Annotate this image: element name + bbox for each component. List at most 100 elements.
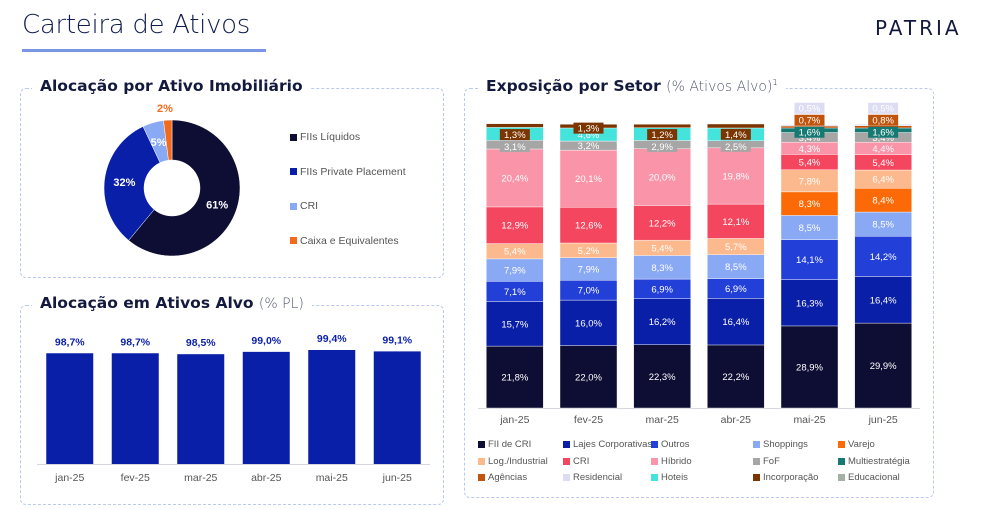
allocation-target-title-text: Alocação em Ativos Alvo [40,294,254,312]
x-tick-mar-25: mar-25 [184,472,217,484]
segment-label-outros-mai-25: 14,1% [796,255,823,266]
bar-label-jan-25: 98,7% [55,336,85,348]
segment-callout-residencial-mai-25 [794,102,825,114]
segment-lajes-corporativas-fev-25 [559,299,618,346]
legend-swatch [651,441,658,448]
segment-fii-de-cri-abr-25 [707,344,765,409]
segment-label-lajes-corporativas-mar-25: 16,2% [649,317,676,328]
segment-label-fof-mai-25: 3,4% [799,133,821,144]
legend-label: Educacional [848,472,900,483]
legend-swatch [478,474,485,481]
donut-legend-item-fiis-private-placement: FIIs Private Placement [290,166,406,178]
segment-label-fof-jun-25: 3,4% [872,133,894,144]
segment-label-incorporacao-mar-25: 1,2% [651,130,673,141]
x-tick-mar-25: mar-25 [646,414,679,426]
segment-label-outros-jan-25: 7,1% [504,287,526,298]
segment-cri-mar-25 [633,205,691,241]
segment-label-shoppings-mar-25: 8,3% [651,263,673,274]
donut-legend-item-fiis-liquidos: FIIs Líquidos [290,131,360,143]
segment-label-agencias-jun-25: 0,8% [872,116,894,127]
segment-label-lajes-corporativas-mai-25: 16,3% [796,298,823,309]
sector-legend-item-incorporacao: Incorporação [753,472,818,483]
donut-legend-item-cri: CRI [290,200,318,212]
allocation-by-asset-title-text: Alocação por Ativo Imobiliário [40,77,303,95]
segment-shoppings-mai-25 [780,215,839,240]
bar-abr-25 [242,351,290,464]
x-tick-abr-25: abr-25 [721,414,752,426]
legend-label: FIIs Líquidos [300,131,361,143]
segment-label-shoppings-jan-25: 7,9% [504,266,526,277]
allocation-target-subtitle: (% PL) [258,296,304,312]
segment-label-fii-de-cri-jan-25: 21,8% [501,373,528,384]
x-tick-fev-25: fev-25 [574,414,603,426]
segment-cri-fev-25 [559,207,618,244]
segment-callout-agencias-jun-25 [868,114,899,126]
segment-label-outros-mar-25: 6,9% [651,284,673,295]
sector-legend-item-educacional: Educacional [838,472,900,483]
segment-callout-residencial-jun-25 [868,102,899,114]
segment-label-fof-jan-25: 3,1% [504,142,526,153]
segment-callout-incorporacao-fev-25 [573,122,604,134]
x-tick-mai-25: mai-25 [316,472,348,484]
allocation-by-asset-title: Alocação por Ativo Imobiliário [32,77,311,95]
segment-label-fii-de-cri-fev-25: 22,0% [575,372,602,383]
footnote-mark: 1 [772,77,778,87]
bar-mai-25 [308,350,356,464]
sector-legend-item-shoppings: Shoppings [753,439,808,450]
segment-fii-de-cri-fev-25 [559,345,618,409]
sector-legend-item-lajes-corporativas: Lajes Corporativas [563,439,652,450]
bar-jan-25 [46,353,94,464]
segment-label-fii-de-cri-abr-25: 22,2% [722,372,749,383]
segment-lajes-corporativas-jun-25 [854,276,912,324]
sector-legend-item-hibrido: Híbrido [651,456,692,467]
legend-swatch [563,441,570,448]
donut-label-cri: 5% [151,137,167,149]
sector-legend-item-log-industrial: Log./Industrial [478,456,548,467]
donut-label-fiis-liquidos: 61% [206,199,228,211]
legend-label: Outros [661,439,690,450]
segment-label-lajes-corporativas-jun-25: 16,4% [870,295,897,306]
segment-label-outros-jun-25: 14,2% [870,252,897,263]
segment-shoppings-abr-25 [707,254,765,279]
segment-label-fii-de-cri-mar-25: 22,3% [649,372,676,383]
x-tick-jan-25: jan-25 [499,414,529,426]
donut-slice-caixa-e-equivalentes [163,119,173,161]
legend-swatch [651,474,658,481]
legend-label: Varejo [848,439,875,450]
segment-label-shoppings-mai-25: 8,5% [799,223,821,234]
legend-swatch [478,441,485,448]
allocation-target-title: Alocação em Ativos Alvo (% PL) [32,294,312,312]
sector-legend-item-cri: CRI [563,456,589,467]
segment-label-fof-mar-25: 2,9% [651,142,673,153]
segment-lajes-corporativas-abr-25 [707,298,765,346]
segment-incorporacao-jan-25 [486,123,544,128]
title-underline [22,49,266,52]
legend-label: Lajes Corporativas [573,439,653,450]
segment-label-cri-mar-25: 12,2% [649,218,676,229]
segment-label-fof-abr-25: 2,5% [725,142,747,153]
bar-mar-25 [177,354,225,464]
segment-label-log-industrial-fev-25: 5,2% [578,246,600,257]
legend-label: Residencial [573,472,623,483]
segment-label-shoppings-jun-25: 8,5% [872,220,894,231]
segment-outros-jun-25 [854,235,912,277]
legend-label: Incorporação [763,472,819,483]
legend-swatch [838,474,845,481]
legend-swatch [753,441,760,448]
segment-label-hibrido-mai-25: 4,3% [799,144,821,155]
segment-label-varejo-mai-25: 8,3% [799,199,821,210]
sector-legend-item-fof: FoF [753,456,780,467]
segment-label-residencial-jun-25: 0,5% [872,104,894,115]
segment-label-hibrido-abr-25: 19,8% [722,171,749,182]
segment-label-fii-de-cri-mai-25: 28,9% [796,362,823,373]
segment-label-outros-fev-25: 7,0% [578,286,600,297]
sector-legend-item-outros: Outros [651,439,690,450]
segment-label-log-industrial-jun-25: 6,4% [872,175,894,186]
segment-callout-incorporacao-jan-25 [499,129,530,141]
x-tick-abr-25: abr-25 [251,472,282,484]
segment-cri-abr-25 [707,203,765,239]
segment-label-hibrido-mar-25: 20,0% [649,173,676,184]
segment-label-log-industrial-jan-25: 5,4% [504,247,526,258]
